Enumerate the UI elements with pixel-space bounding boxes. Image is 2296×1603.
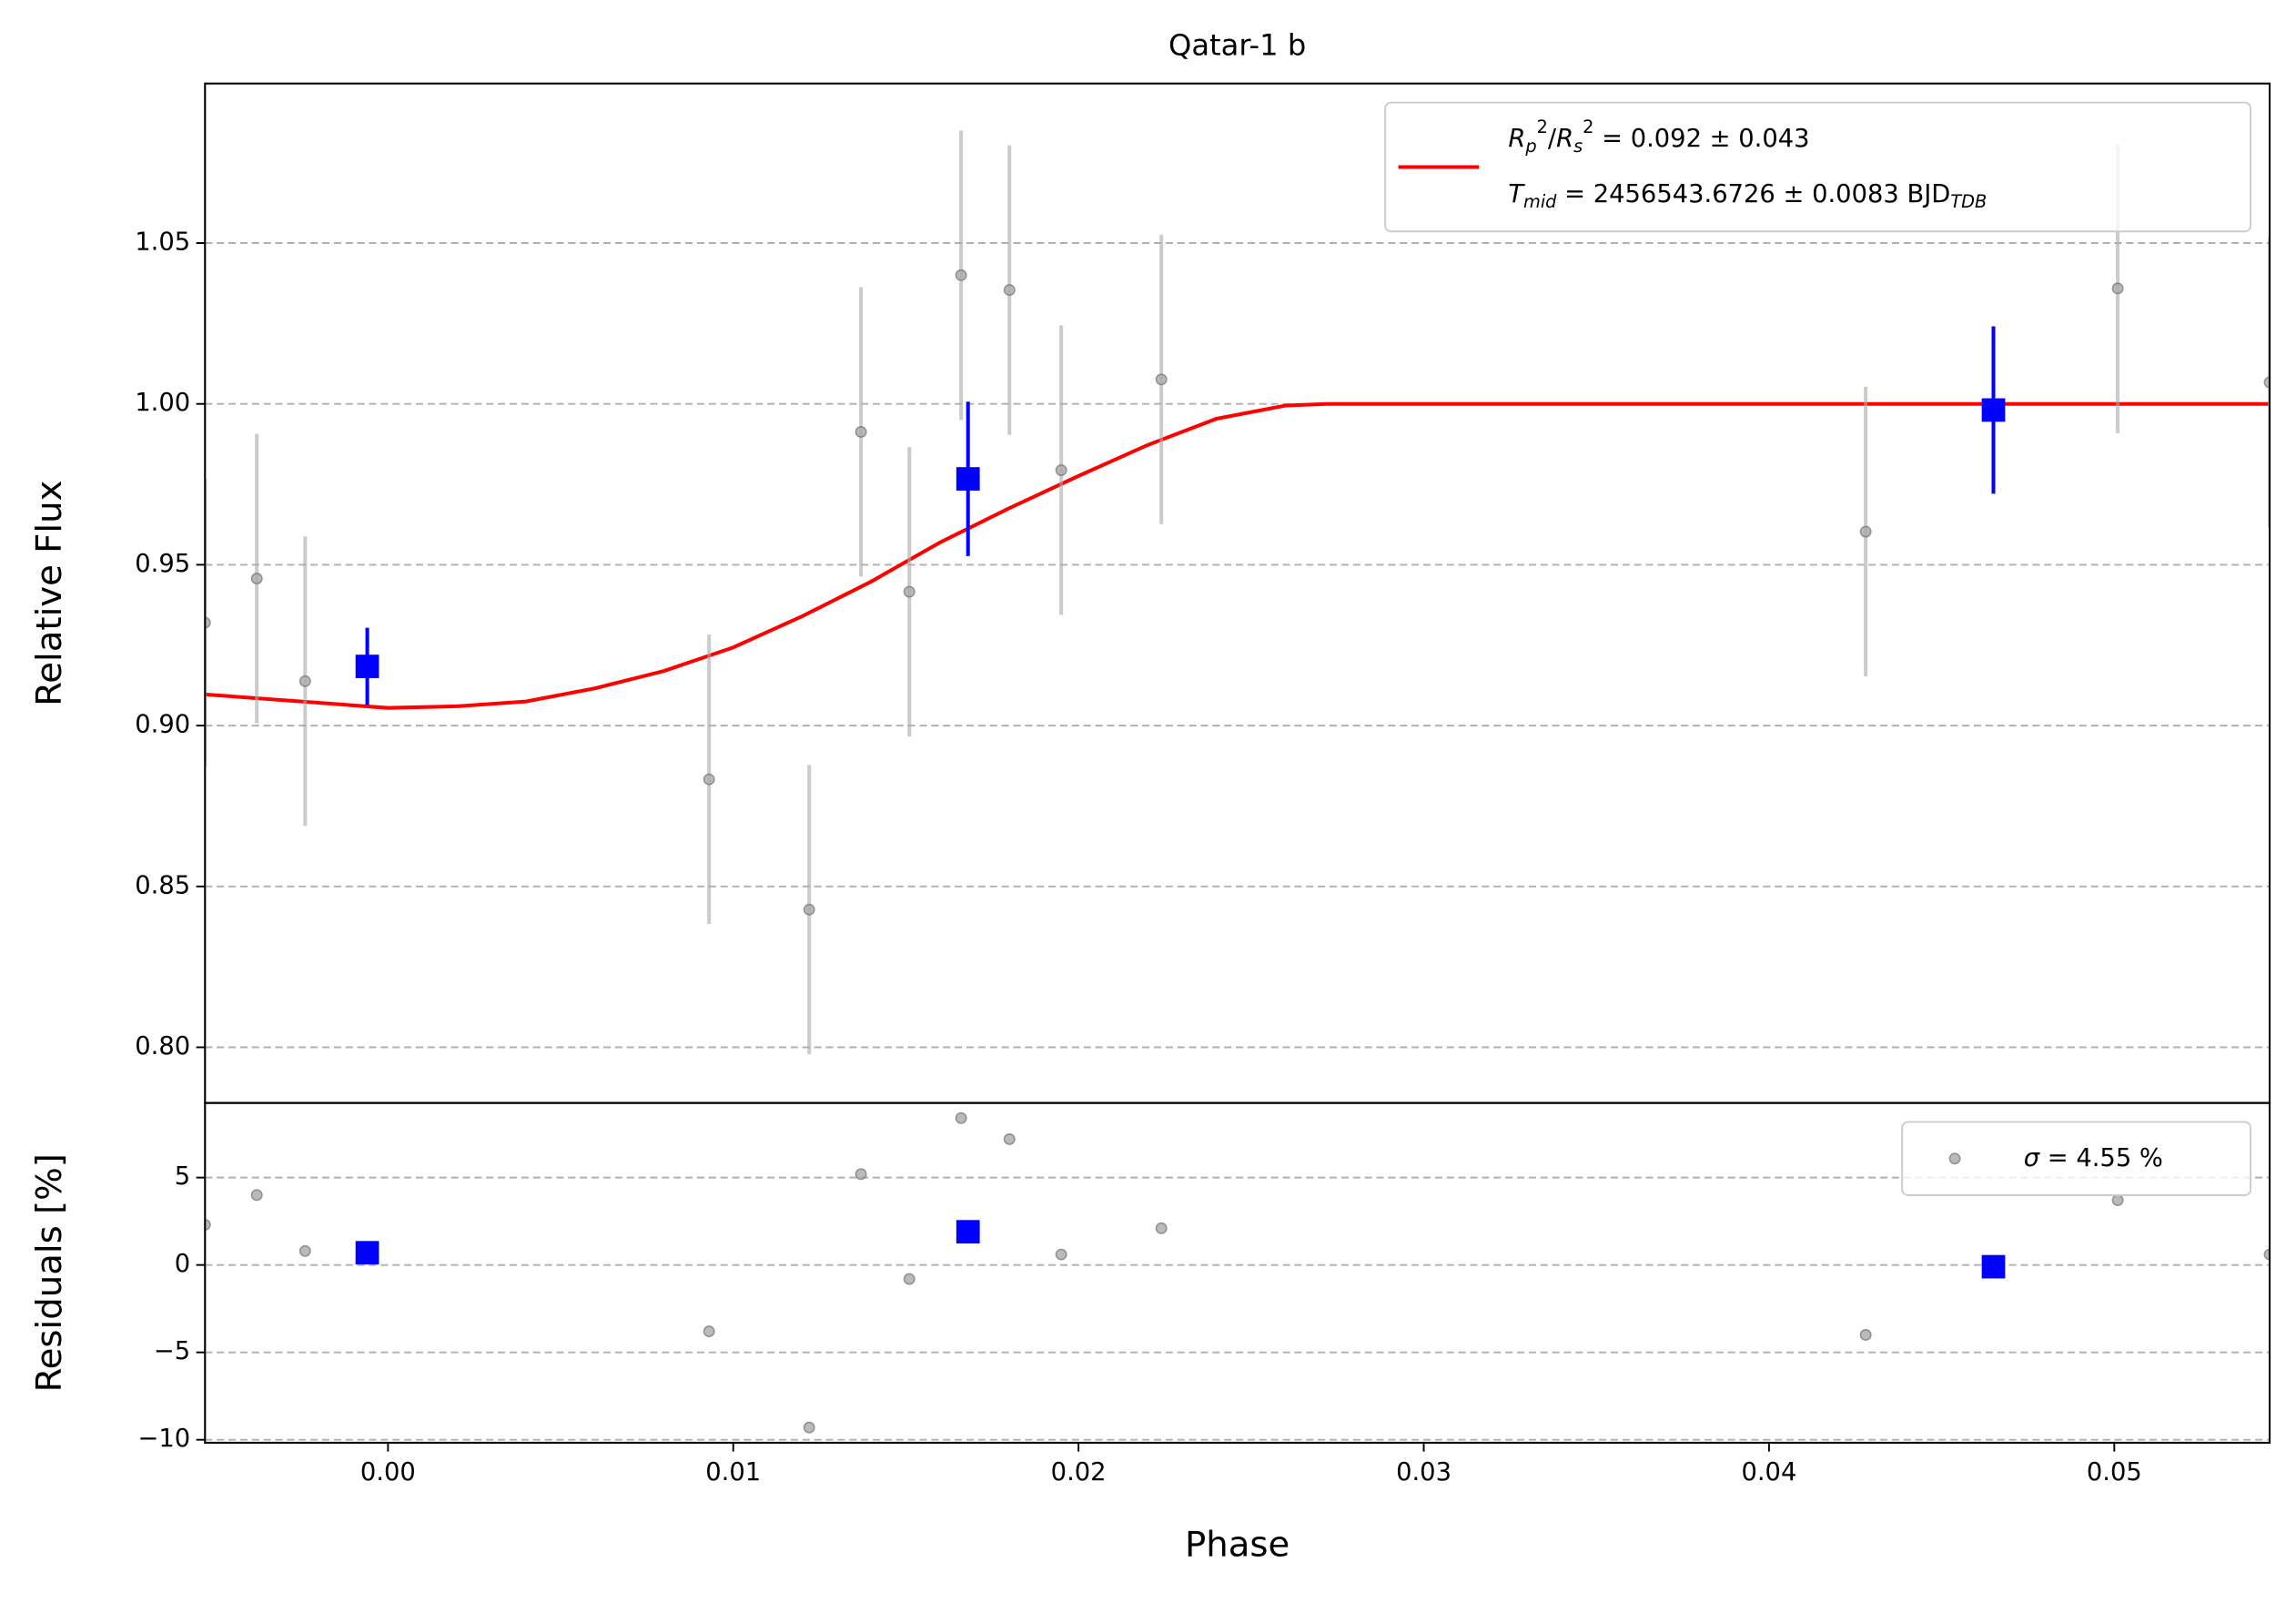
binned-point <box>355 654 379 678</box>
legend-swatch <box>1948 1152 1961 1165</box>
data-point <box>2111 1194 2124 1207</box>
data-point <box>1003 284 1016 297</box>
binned-point <box>355 1241 379 1265</box>
data-point <box>2263 1248 2271 1261</box>
data-point <box>2111 282 2124 295</box>
data-point <box>1003 1132 1016 1145</box>
legend-text-part: R <box>1508 124 1525 152</box>
legend-text-part: 2 <box>1537 117 1548 137</box>
data-point <box>903 585 915 598</box>
data-point <box>1055 464 1067 476</box>
y-axis-label: Residuals [%] <box>29 1153 70 1392</box>
y-tick-label: 0.90 <box>135 711 190 739</box>
data-point <box>298 675 311 687</box>
binned-point <box>956 467 980 491</box>
legend-text-part: = 0.092 ± 0.043 <box>1593 124 1809 152</box>
data-point <box>2263 376 2271 389</box>
data-point <box>703 773 715 786</box>
legend-text-part: T <box>1508 180 1525 208</box>
data-point <box>803 1421 815 1434</box>
data-point <box>1859 1329 1872 1341</box>
x-tick-label: 0.03 <box>1396 1458 1451 1486</box>
y-tick-label: −10 <box>137 1425 190 1453</box>
y-tick-label: 0.95 <box>135 550 190 578</box>
binned-point <box>1981 398 2006 422</box>
data-point <box>1155 1222 1168 1234</box>
legend-text-part: / <box>1548 124 1557 152</box>
data-point <box>703 1325 715 1338</box>
data-point <box>250 1189 263 1202</box>
x-tick-label: 0.01 <box>705 1458 761 1486</box>
data-point <box>1155 373 1168 386</box>
legend-box <box>1384 101 2252 233</box>
data-point <box>1055 1248 1067 1261</box>
data-point <box>1859 525 1872 538</box>
y-tick-label: −5 <box>154 1337 190 1365</box>
legend-text-part: = 2456543.6726 ± 0.0083 BJD <box>1556 180 1950 208</box>
plot-area <box>205 130 2271 1055</box>
x-tick-label: 0.04 <box>1741 1458 1796 1486</box>
legend-text-part: s <box>1573 135 1583 156</box>
data-point <box>855 1168 867 1181</box>
y-tick-label: 0.85 <box>135 871 190 899</box>
data-point <box>903 1273 915 1285</box>
legend-text-part: mid <box>1523 191 1557 212</box>
legend-text-part: p <box>1524 135 1536 156</box>
binned-point <box>1981 1254 2006 1279</box>
data-point <box>955 269 967 281</box>
data-point <box>205 1219 211 1231</box>
chart-title: Qatar-1 b <box>1168 28 1306 63</box>
plot-area <box>205 1111 2271 1434</box>
data-point <box>250 573 263 585</box>
x-tick-label: 0.05 <box>2087 1458 2142 1486</box>
data-point <box>855 426 867 438</box>
x-axis-label: Phase <box>1185 1525 1290 1566</box>
y-tick-label: 0.80 <box>135 1032 190 1060</box>
binned-point <box>956 1220 980 1244</box>
axes-frame <box>204 1101 2271 1444</box>
legend-text-part: σ <box>2024 1143 2041 1172</box>
legend-text-part: R <box>1556 124 1573 152</box>
data-point <box>803 903 815 916</box>
legend-label: Tmid = 2456543.6726 ± 0.0083 BJDTDB <box>1508 180 1987 212</box>
y-tick-label: 0 <box>175 1250 190 1278</box>
data-point <box>955 1111 967 1124</box>
legend-text-part: TDB <box>1950 191 1987 212</box>
y-tick-label: 5 <box>175 1162 190 1191</box>
legend-label: σ = 4.55 % <box>2024 1143 2163 1172</box>
legend-label: Rp2/Rs2 = 0.092 ± 0.043 <box>1508 117 1809 157</box>
data-point <box>298 1244 311 1257</box>
data-point <box>205 616 211 629</box>
legend-box <box>1901 1121 2252 1196</box>
y-tick-label: 1.05 <box>135 228 190 257</box>
y-tick-label: 1.00 <box>135 389 190 417</box>
legend-text-part: 2 <box>1583 117 1593 137</box>
x-tick-label: 0.02 <box>1051 1458 1107 1486</box>
model-line <box>205 401 2271 710</box>
legend-text-part: = 4.55 % <box>2039 1143 2163 1172</box>
y-axis-label: Relative Flux <box>29 481 70 706</box>
x-tick-label: 0.00 <box>360 1458 416 1486</box>
